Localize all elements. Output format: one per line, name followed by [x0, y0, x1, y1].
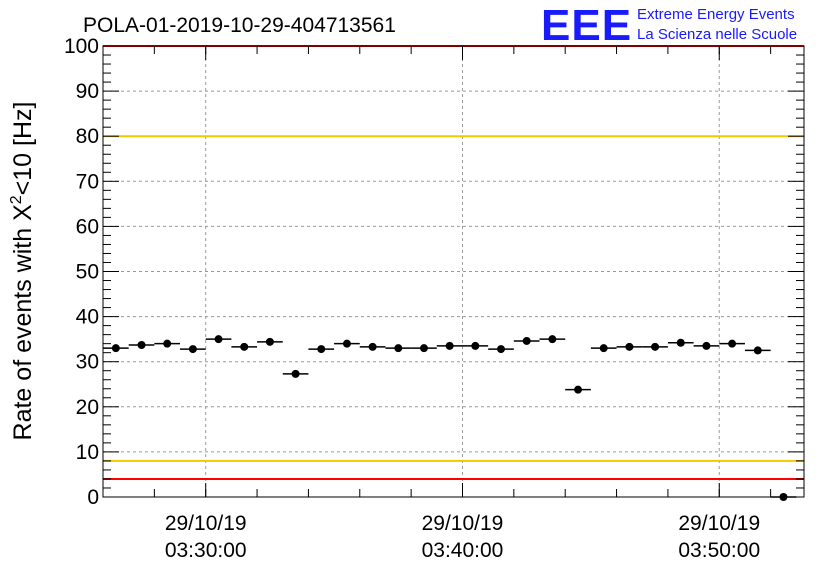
logo-mark: EEE [541, 1, 632, 50]
data-point [163, 339, 172, 348]
data-point [137, 341, 146, 350]
data-point [368, 342, 377, 351]
data-point [342, 339, 351, 348]
x-tick-date: 29/10/19 [165, 512, 247, 535]
data-point [548, 335, 557, 344]
y-axis-label: Rate of events with X2<10 [Hz] [8, 102, 37, 441]
x-tick-date: 29/10/19 [422, 512, 504, 535]
data-point [625, 342, 634, 351]
data-points [103, 335, 797, 501]
data-point [702, 341, 711, 350]
y-tick-label: 40 [76, 306, 99, 329]
x-tick-date: 29/10/19 [678, 512, 760, 535]
y-tick-label: 30 [76, 351, 99, 374]
data-point [240, 342, 249, 351]
logo-line-2: La Scienza nelle Scuole [637, 26, 797, 43]
axes [102, 45, 805, 498]
logo-line-1: Extreme Energy Events [637, 6, 795, 23]
data-point [471, 341, 480, 350]
y-tick-label: 10 [76, 441, 99, 464]
data-point [188, 345, 197, 354]
data-point [214, 335, 223, 344]
data-point [522, 336, 531, 345]
y-tick-label: 20 [76, 396, 99, 419]
x-tick-time: 03:40:00 [422, 539, 504, 562]
y-tick-label: 80 [76, 125, 99, 148]
plot-frame [102, 45, 805, 498]
eee-logo: EEE Extreme Energy Events La Scienza nel… [541, 1, 797, 50]
data-point [651, 342, 660, 351]
y-tick-label: 90 [76, 80, 99, 103]
data-point [445, 341, 454, 350]
y-tick-label: 60 [76, 215, 99, 238]
data-point [728, 339, 737, 348]
data-point [419, 344, 428, 353]
y-tick-label: 70 [76, 170, 99, 193]
reference-lines [103, 45, 804, 480]
data-point [779, 493, 788, 501]
x-tick-time: 03:30:00 [165, 539, 247, 562]
data-point [753, 346, 762, 355]
chart-title: POLA-01-2019-10-29-404713561 [83, 14, 396, 37]
y-tick-label: 50 [76, 261, 99, 284]
x-tick-time: 03:50:00 [678, 539, 760, 562]
data-point [676, 338, 685, 347]
data-point [574, 385, 583, 394]
y-tick-label: 100 [64, 35, 99, 58]
data-point [111, 344, 120, 353]
data-point [599, 344, 608, 353]
grid [103, 45, 804, 498]
data-point [291, 369, 300, 378]
data-point [265, 337, 274, 346]
data-point [317, 345, 326, 354]
tick-labels: 0 10 20 30 40 50 60 70 80 90 100 29/10/19 03:30:00 29… [64, 35, 760, 562]
data-point [497, 345, 506, 354]
data-point [394, 344, 403, 353]
y-tick-label: 0 [87, 486, 99, 509]
